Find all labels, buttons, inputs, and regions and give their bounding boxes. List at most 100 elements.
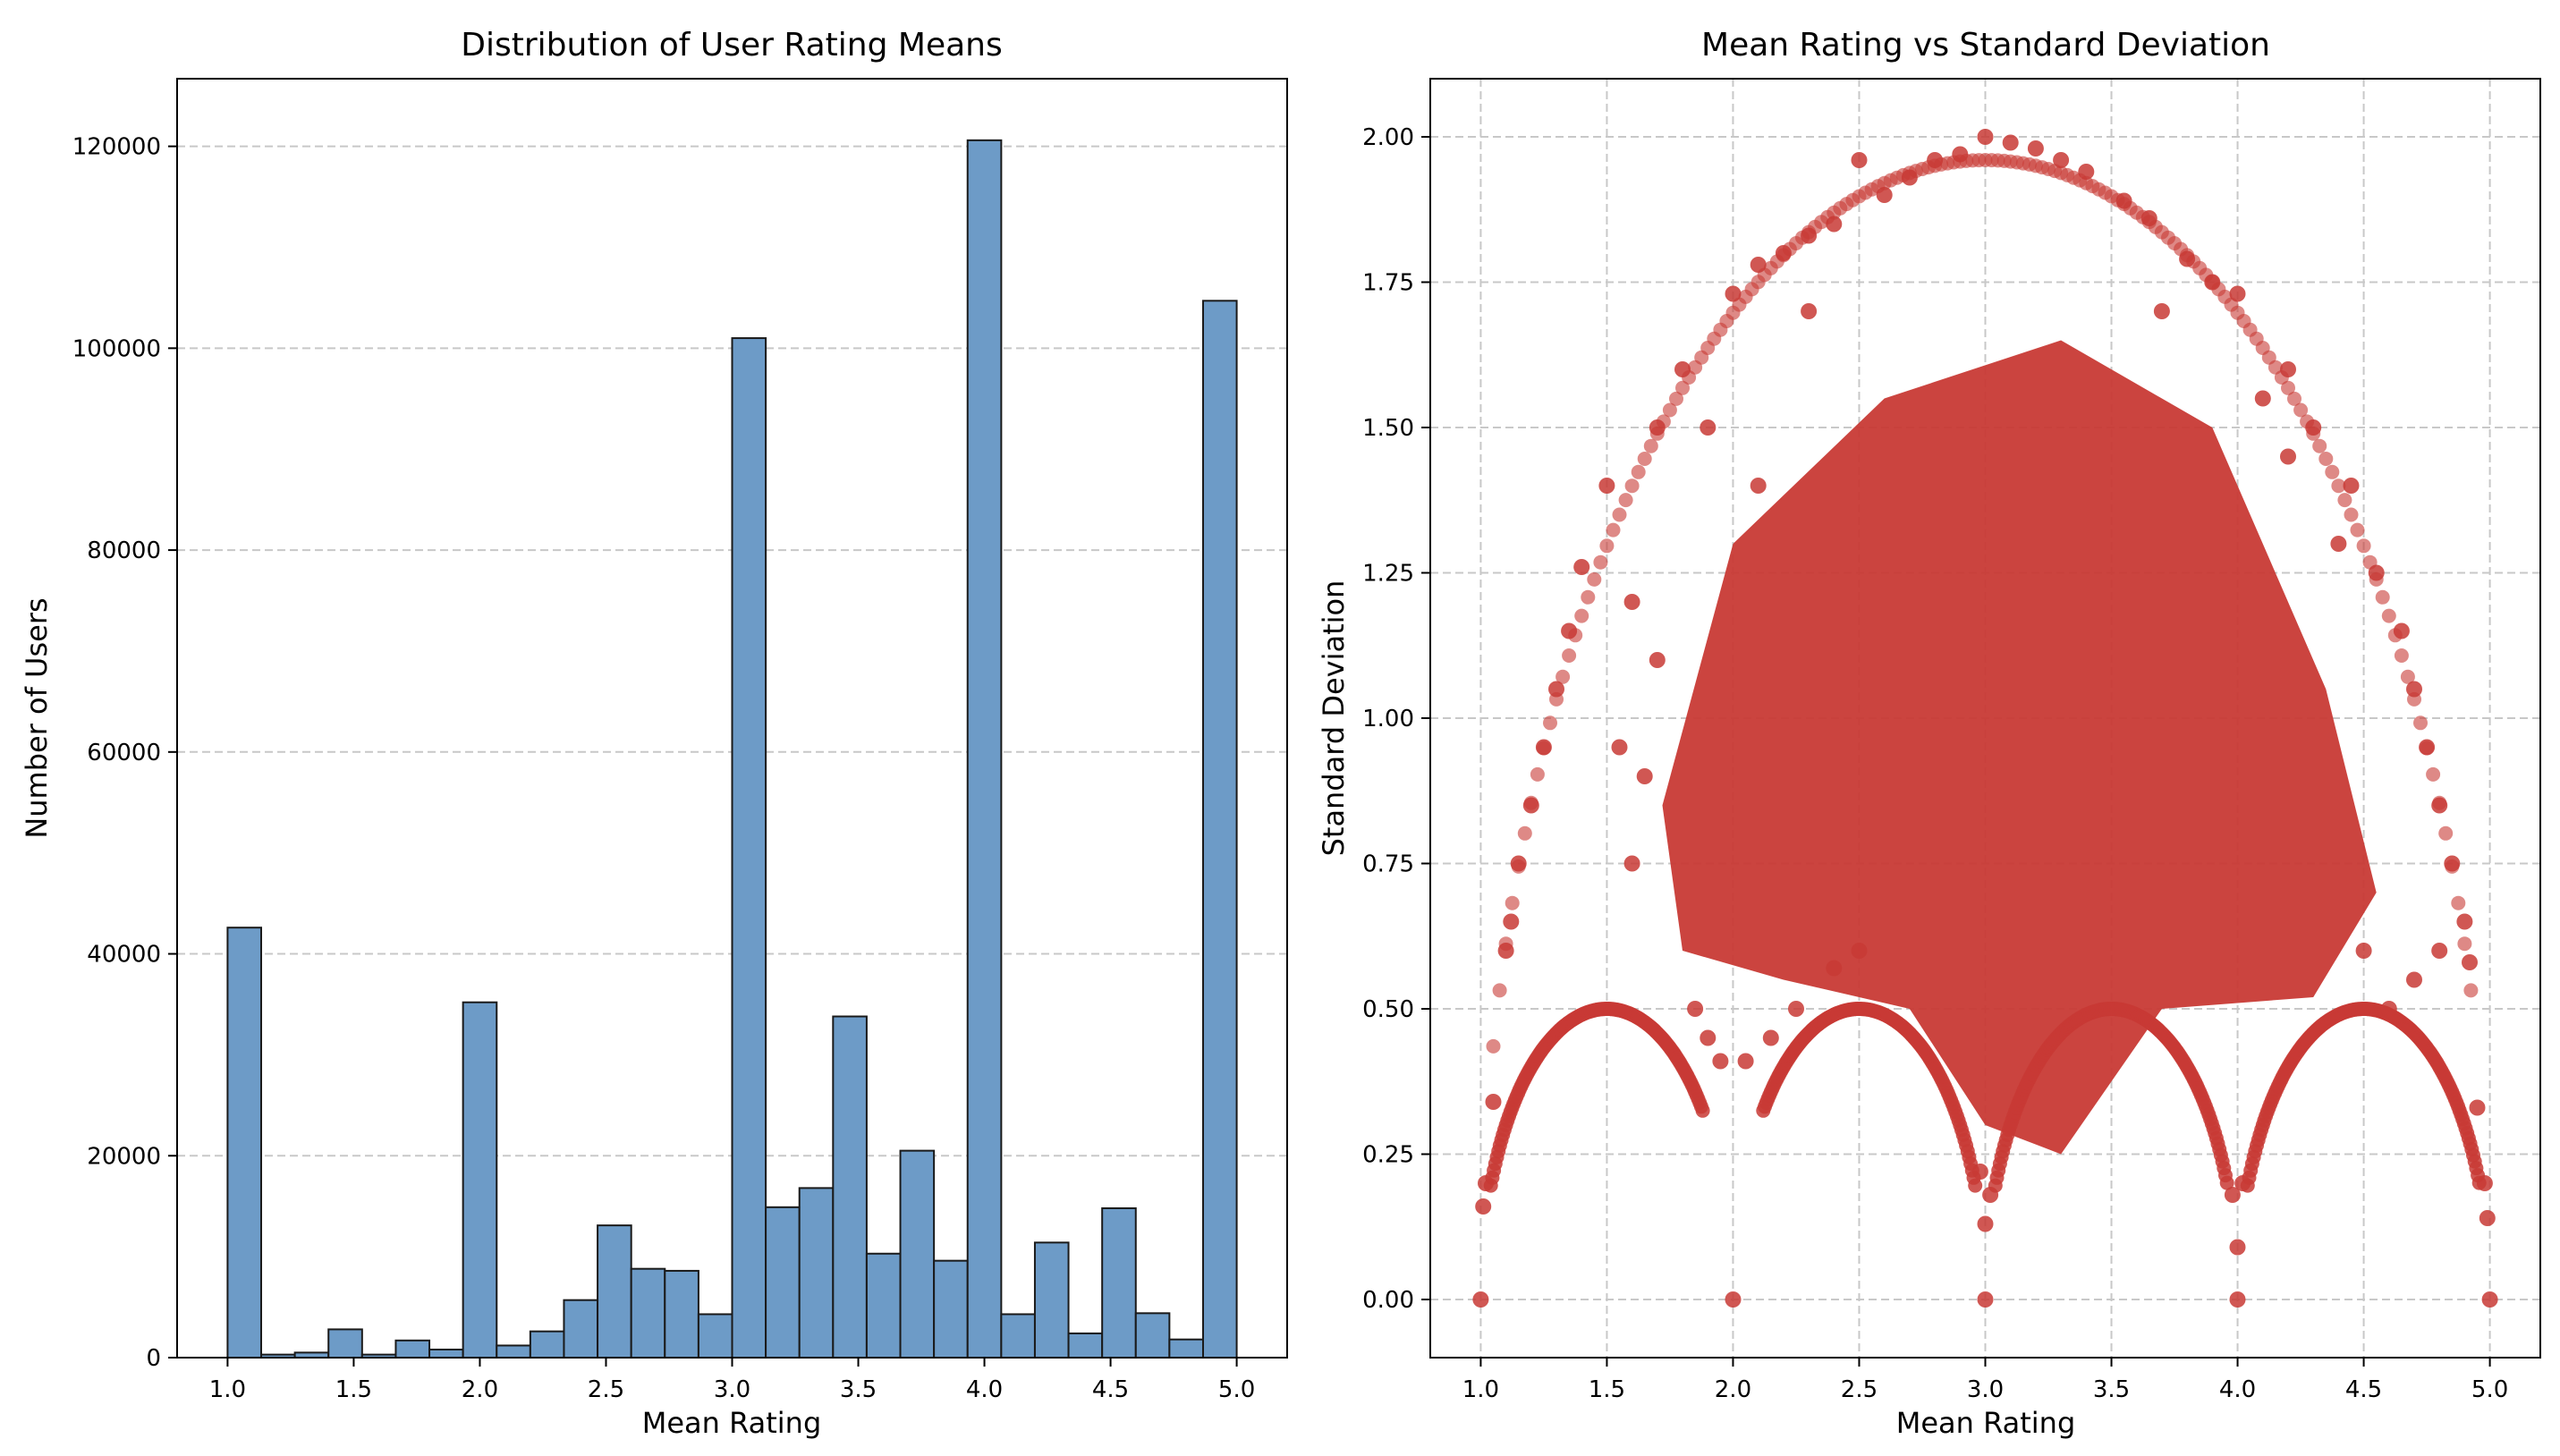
scatter-point	[2431, 943, 2448, 959]
scatter-point	[2355, 943, 2372, 959]
scatter-point	[2330, 536, 2347, 552]
scatter-point	[1788, 1001, 1804, 1017]
histogram-x-tick-label: 2.0	[462, 1376, 498, 1403]
scatter-point	[1636, 768, 1653, 784]
histogram-x-tick-label: 5.0	[1218, 1376, 1255, 1403]
scatter-point	[1669, 391, 1683, 406]
scatter-point	[1618, 493, 1633, 508]
scatter-point	[1486, 1038, 1501, 1054]
histogram-bar	[563, 1299, 599, 1358]
scatter-point	[1801, 303, 1818, 319]
scatter-point	[2115, 192, 2132, 209]
scatter-y-axis-label: Standard Deviation	[1317, 580, 1351, 857]
histogram-bar	[1134, 1312, 1171, 1358]
scatter-point	[1612, 507, 1627, 522]
histogram-bar	[664, 1269, 699, 1358]
scatter-y-tick-label: 1.25	[1362, 561, 1414, 588]
scatter-x-tick-label: 3.5	[2093, 1376, 2130, 1403]
scatter-y-tick-label: 1.00	[1362, 706, 1414, 732]
histogram-y-tick-label: 0	[146, 1345, 161, 1372]
scatter-point	[2356, 538, 2371, 554]
scatter-point	[2053, 152, 2070, 168]
scatter-point	[1775, 245, 1792, 261]
scatter-point	[2254, 390, 2271, 407]
scatter-point	[2229, 285, 2246, 302]
scatter-title: Mean Rating vs Standard Deviation	[1701, 27, 2270, 63]
scatter-point	[1581, 589, 1596, 605]
scatter-point	[1801, 227, 1818, 244]
scatter-y-tick-label: 1.75	[1362, 270, 1414, 297]
scatter-point	[1598, 478, 1615, 494]
scatter-point	[1826, 960, 1843, 977]
histogram-y-tick-label: 120000	[72, 134, 161, 161]
scatter-point	[1712, 1053, 1729, 1070]
scatter-point	[1971, 1164, 1988, 1180]
scatter-point	[2280, 448, 2296, 465]
scatter-point	[2462, 954, 2478, 970]
scatter-point	[1548, 681, 1564, 698]
scatter-point	[1695, 1103, 1710, 1118]
scatter-point	[1750, 478, 1767, 494]
scatter-point	[2394, 648, 2409, 663]
scatter-y-tick-label: 1.50	[1362, 415, 1414, 442]
scatter-point	[2393, 622, 2410, 639]
scatter-point	[1687, 1001, 1704, 1017]
scatter-point	[2368, 564, 2385, 581]
scatter-point	[2343, 478, 2360, 494]
scatter-point	[1631, 464, 1646, 479]
scatter-point	[1662, 402, 1677, 418]
scatter-point	[1876, 187, 1893, 203]
histogram-bar	[1101, 1206, 1137, 1358]
scatter-point	[1492, 983, 1507, 998]
scatter-point	[1968, 1178, 1983, 1193]
scatter-point	[2305, 419, 2322, 436]
scatter-point	[1475, 1198, 1492, 1215]
histogram-bar	[630, 1267, 666, 1358]
scatter-point	[2479, 1210, 2496, 1226]
histogram-bar	[832, 1015, 868, 1358]
histogram-bar	[966, 139, 1003, 1358]
scatter-point	[2179, 250, 2196, 267]
scatter-point	[1700, 419, 1717, 436]
scatter-point	[1497, 943, 1514, 959]
scatter-point	[2426, 766, 2441, 782]
scatter-point	[1725, 1291, 1742, 1308]
scatter-point	[1472, 1291, 1489, 1308]
scatter-point	[1574, 608, 1589, 623]
scatter-point	[2280, 361, 2296, 377]
scatter-points	[1472, 129, 2498, 1308]
scatter-point	[2293, 402, 2309, 418]
scatter-point	[1522, 797, 1539, 814]
scatter-point	[2331, 478, 2346, 494]
scatter-point	[1517, 825, 1532, 841]
scatter-point	[2287, 391, 2301, 406]
scatter-point	[1674, 361, 1691, 377]
scatter-point	[2153, 303, 2170, 319]
scatter-x-tick-label: 1.5	[1589, 1376, 1625, 1403]
scatter-point	[2375, 589, 2390, 605]
scatter-point	[1587, 571, 1602, 587]
histogram-bar	[798, 1187, 835, 1358]
scatter-point	[2457, 936, 2472, 952]
scatter-point	[2400, 669, 2415, 684]
scatter-point	[1561, 622, 1578, 639]
scatter-x-axis-label: Mean Rating	[1896, 1406, 2076, 1440]
scatter-point	[2204, 274, 2221, 291]
scatter-point	[2234, 1175, 2251, 1191]
scatter-point	[1637, 452, 1652, 466]
histogram-bar	[1201, 300, 1238, 1358]
scatter-point	[1510, 855, 1527, 872]
scatter-point	[2444, 855, 2461, 872]
histogram-bar	[597, 1224, 632, 1358]
scatter-point	[2224, 1187, 2241, 1203]
scatter-x-tick-label: 2.0	[1715, 1376, 1751, 1403]
scatter-point	[1649, 419, 1666, 436]
histogram-bar	[1000, 1313, 1036, 1358]
scatter-point	[1611, 739, 1628, 756]
scatter-x-tick-label: 3.0	[1967, 1376, 2004, 1403]
scatter-point	[1826, 216, 1843, 233]
scatter-point	[1851, 152, 1868, 168]
scatter-y-tick-label: 2.00	[1362, 124, 1414, 151]
scatter-x-ticks: 1.0 1.5 2.0 2.5 3.0 3.5 4.0 4.5 5.0	[1462, 1358, 2508, 1403]
scatter-point	[2219, 1175, 2234, 1190]
